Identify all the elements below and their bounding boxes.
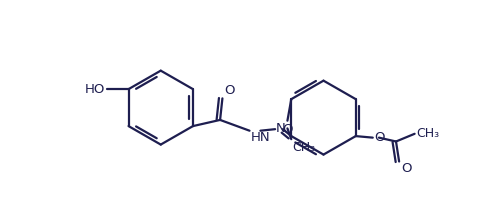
Text: N: N xyxy=(276,122,286,135)
Text: HO: HO xyxy=(85,83,105,96)
Text: O: O xyxy=(374,131,385,144)
Text: HN: HN xyxy=(250,132,270,145)
Text: O: O xyxy=(401,162,412,175)
Text: O: O xyxy=(282,123,293,136)
Text: CH₃: CH₃ xyxy=(292,141,315,154)
Text: CH₃: CH₃ xyxy=(416,126,439,140)
Text: O: O xyxy=(224,84,234,97)
